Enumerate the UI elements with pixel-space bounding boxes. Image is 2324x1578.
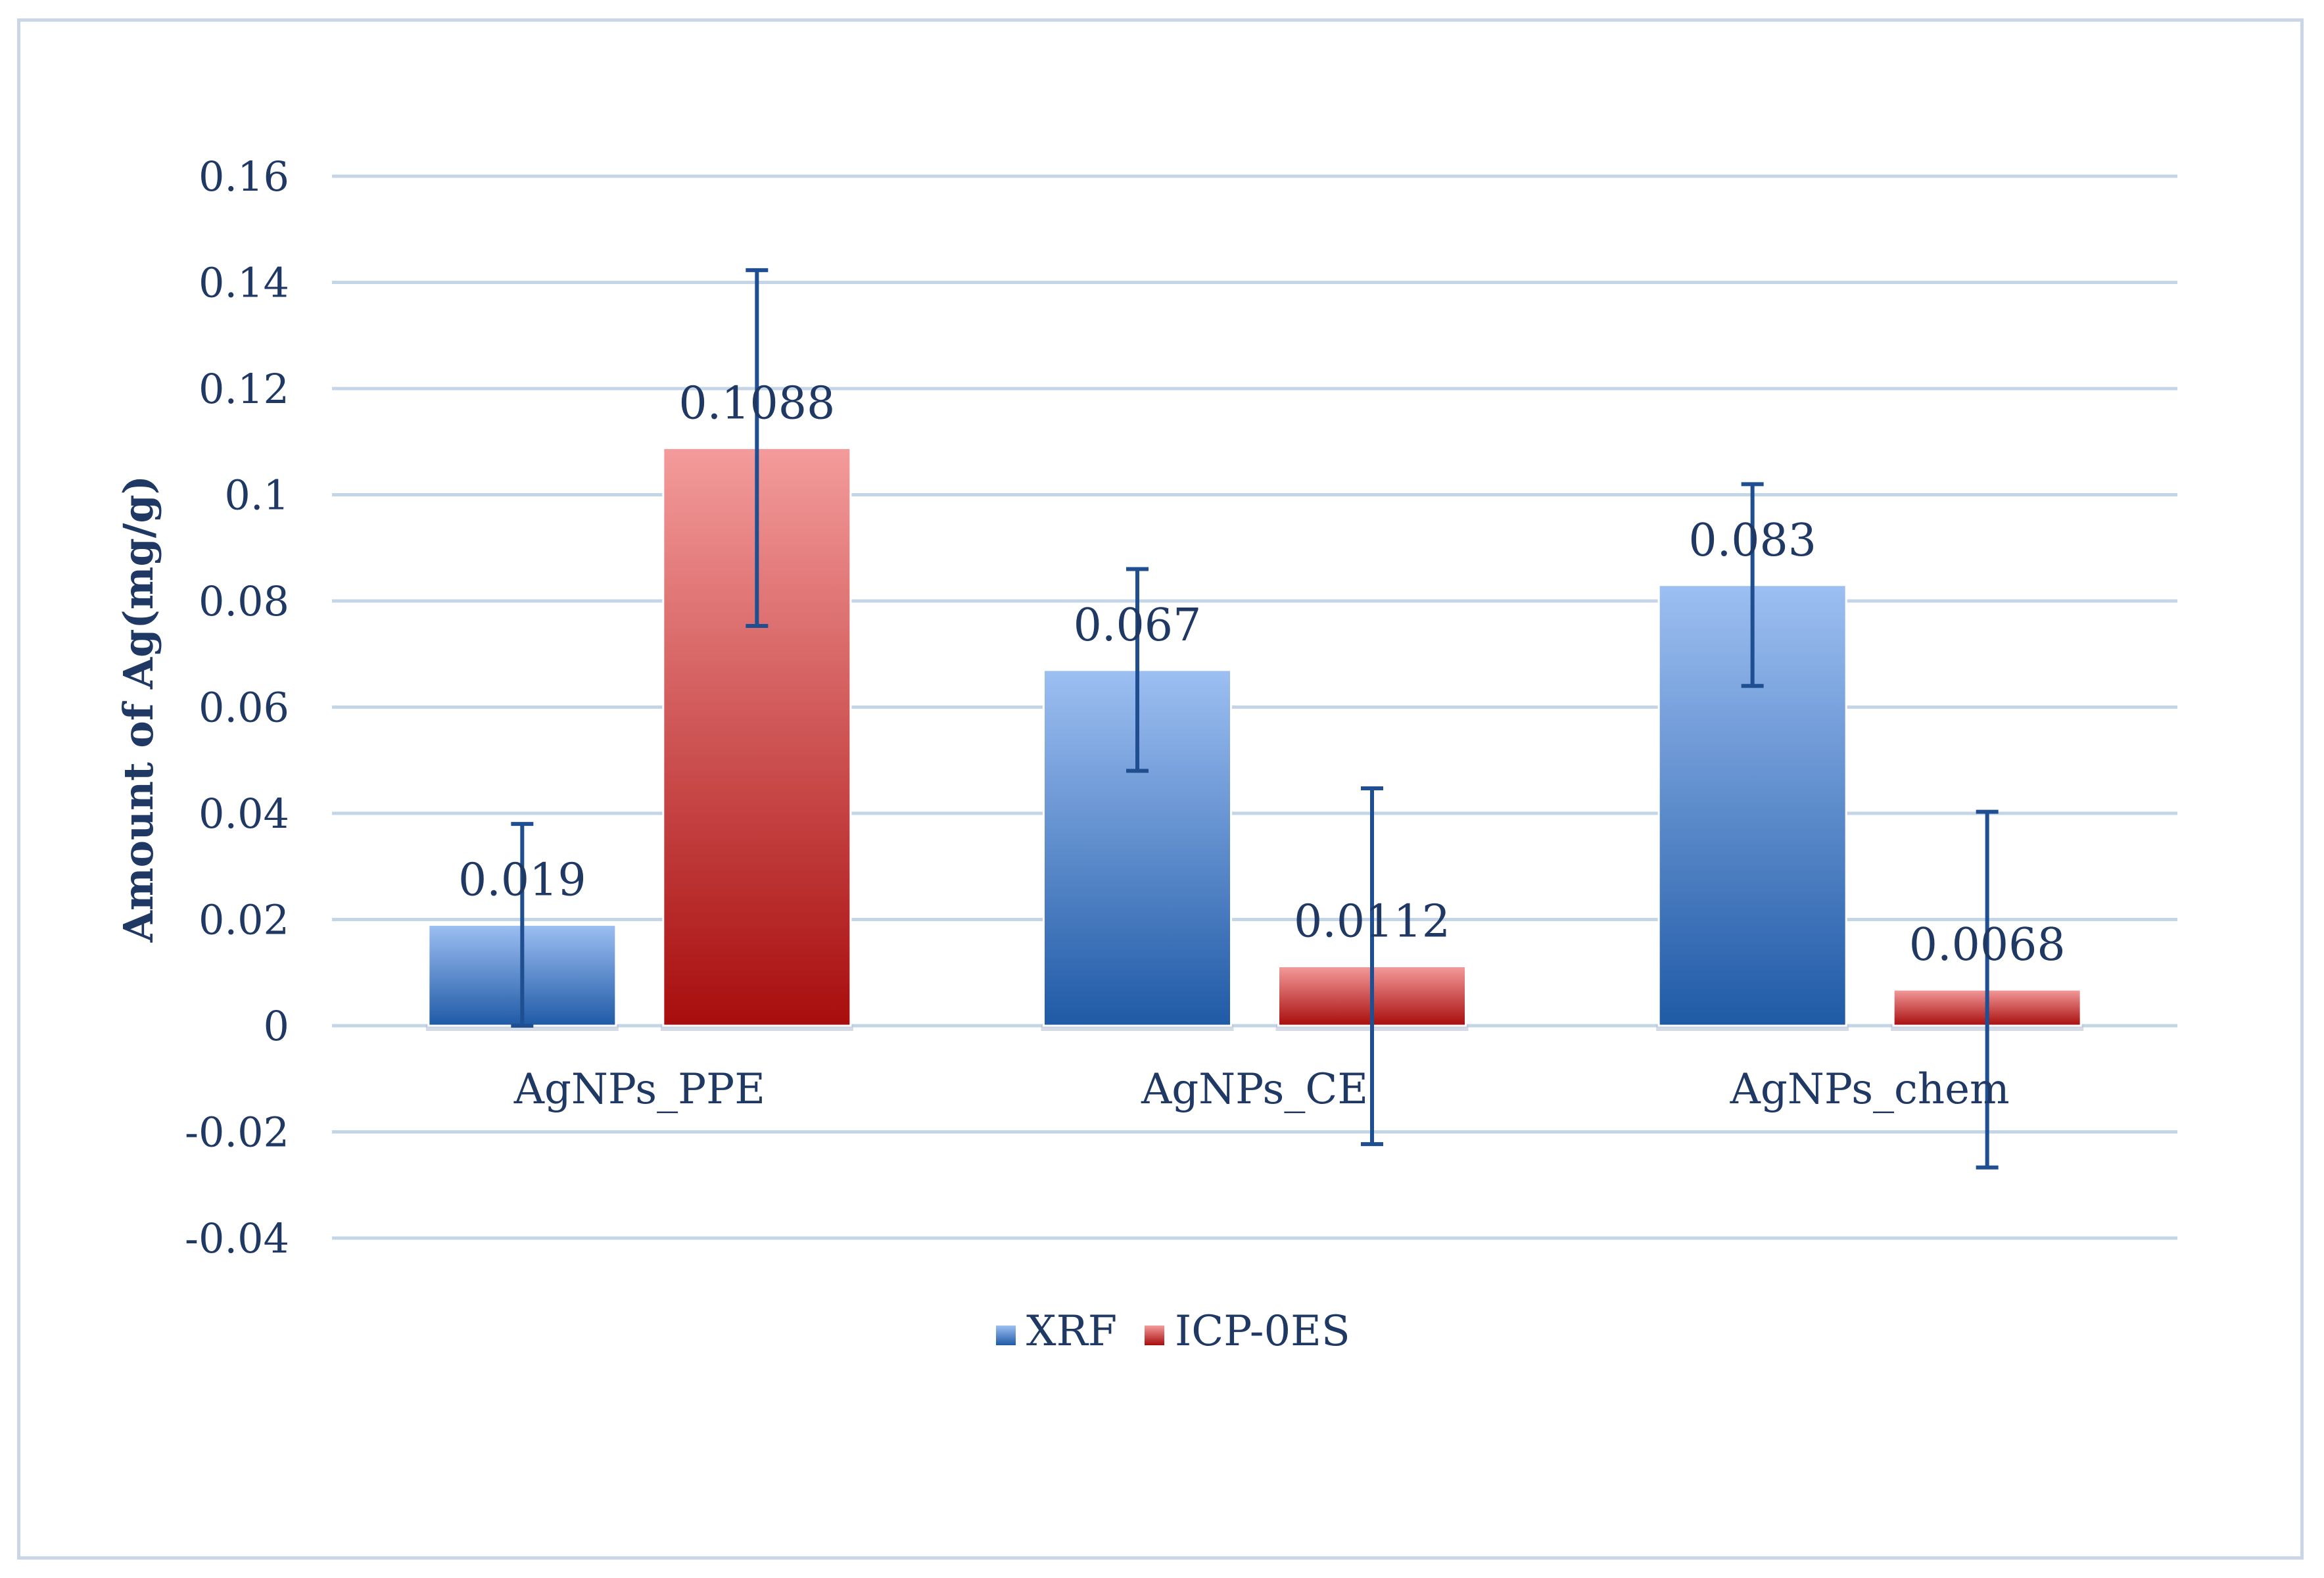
y-tick-label: -0.02 bbox=[185, 1109, 289, 1157]
legend-swatch bbox=[996, 1326, 1016, 1345]
data-label: 0.083 bbox=[1688, 515, 1816, 567]
bar-shadow bbox=[1041, 1024, 1234, 1031]
gridlines bbox=[332, 174, 2177, 1240]
bar-shadow bbox=[660, 1024, 853, 1031]
data-labels: 0.019 0.1088 0.067 0.0112 0.083 0.0068 bbox=[458, 377, 2066, 971]
bar-shadow bbox=[1656, 1024, 1849, 1031]
legend-swatch bbox=[1145, 1326, 1164, 1345]
data-label: 0.1088 bbox=[678, 377, 835, 429]
y-axis-ticks: -0.04 -0.02 0 0.02 0.04 0.06 0.08 0.1 0.12 0.14 0.… bbox=[185, 153, 289, 1262]
data-label: 0.019 bbox=[458, 855, 586, 907]
legend-label: XRF bbox=[1026, 1307, 1117, 1356]
y-tick-label: 0.06 bbox=[199, 684, 289, 732]
x-axis-categories: AgNPs_PPE AgNPs_CE AgNPs_chem bbox=[513, 1065, 2010, 1114]
data-label: 0.0068 bbox=[1909, 919, 2066, 971]
y-tick-label: 0.1 bbox=[224, 471, 289, 519]
data-label: 0.0112 bbox=[1294, 896, 1450, 948]
y-tick-label: 0 bbox=[264, 1002, 289, 1050]
x-category-label: AgNPs_chem bbox=[1730, 1065, 2010, 1114]
data-label: 0.067 bbox=[1074, 600, 1202, 652]
x-category-label: AgNPs_PPE bbox=[513, 1065, 765, 1114]
error-bars bbox=[511, 268, 1999, 1170]
y-tick-label: -0.04 bbox=[185, 1214, 289, 1262]
y-tick-label: 0.08 bbox=[199, 577, 289, 625]
bars bbox=[425, 446, 2084, 1031]
y-tick-label: 0.02 bbox=[199, 896, 289, 944]
y-tick-label: 0.12 bbox=[199, 365, 289, 413]
y-tick-label: 0.04 bbox=[199, 790, 289, 838]
y-axis-title: Amount of Ag(mg/g) bbox=[114, 475, 162, 943]
y-tick-label: 0.16 bbox=[199, 153, 289, 201]
legend: XRF ICP-0ES bbox=[996, 1307, 1350, 1356]
legend-label: ICP-0ES bbox=[1175, 1307, 1350, 1356]
x-category-label: AgNPs_CE bbox=[1141, 1065, 1368, 1114]
y-tick-label: 0.14 bbox=[199, 259, 289, 307]
